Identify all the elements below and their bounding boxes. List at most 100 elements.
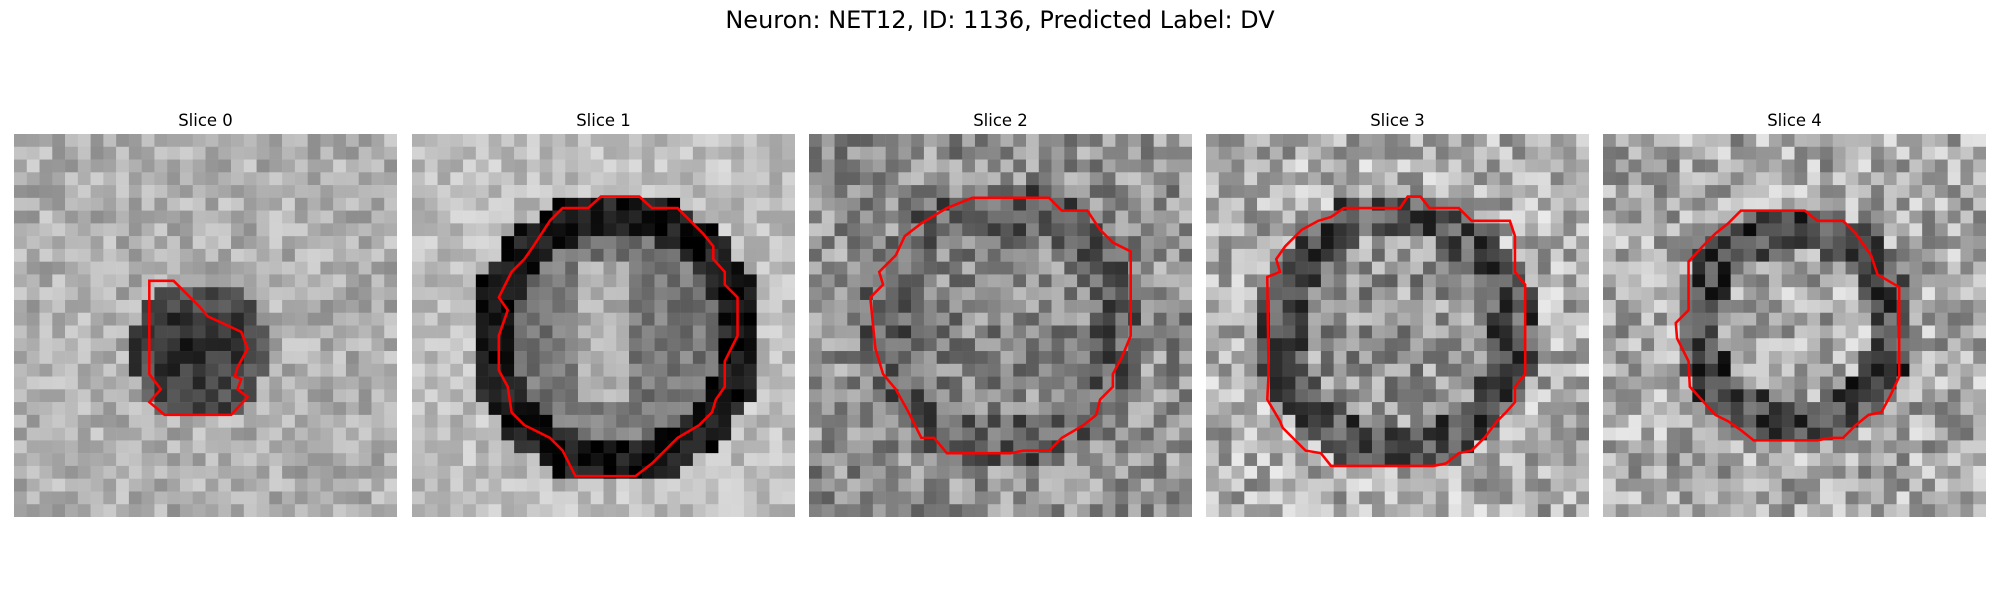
pixel bbox=[1820, 376, 1834, 390]
pixel bbox=[371, 223, 385, 237]
pixel bbox=[1051, 236, 1065, 250]
pixel bbox=[1730, 274, 1744, 288]
pixel bbox=[65, 440, 79, 454]
pixel bbox=[1537, 414, 1551, 428]
pixel bbox=[987, 363, 1001, 377]
pixel bbox=[860, 363, 874, 377]
pixel bbox=[384, 185, 397, 199]
pixel bbox=[1346, 351, 1360, 365]
pixel bbox=[1282, 274, 1296, 288]
pixel bbox=[590, 134, 604, 148]
pixel bbox=[1550, 287, 1564, 301]
pixel bbox=[384, 363, 397, 377]
pixel bbox=[1743, 389, 1757, 403]
pixel bbox=[1563, 223, 1577, 237]
pixel bbox=[743, 440, 757, 454]
pixel bbox=[282, 389, 296, 403]
pixel bbox=[218, 453, 232, 467]
pixel bbox=[987, 223, 1001, 237]
pixel bbox=[128, 299, 142, 313]
pixel bbox=[384, 389, 397, 403]
pixel bbox=[936, 363, 950, 377]
pixel bbox=[1179, 504, 1192, 517]
pixel bbox=[756, 453, 770, 467]
pixel bbox=[1934, 376, 1948, 390]
pixel bbox=[974, 453, 988, 467]
pixel bbox=[1654, 453, 1668, 467]
pixel bbox=[1550, 248, 1564, 262]
pixel bbox=[1026, 402, 1040, 416]
pixel bbox=[1858, 338, 1872, 352]
pixel bbox=[834, 223, 848, 237]
pixel bbox=[782, 210, 795, 224]
pixel bbox=[1717, 159, 1731, 173]
pixel bbox=[26, 504, 40, 517]
pixel bbox=[1768, 376, 1782, 390]
pixel bbox=[1064, 248, 1078, 262]
pixel bbox=[1947, 491, 1961, 505]
pixel bbox=[1512, 134, 1526, 148]
pixel bbox=[603, 478, 617, 492]
pixel bbox=[782, 299, 795, 313]
pixel bbox=[179, 325, 193, 339]
pixel bbox=[1666, 299, 1680, 313]
pixel bbox=[539, 338, 553, 352]
pixel bbox=[923, 491, 937, 505]
pixel bbox=[821, 351, 835, 365]
pixel bbox=[1794, 478, 1808, 492]
pixel bbox=[1550, 325, 1564, 339]
pixel bbox=[1166, 453, 1180, 467]
pixel bbox=[1537, 325, 1551, 339]
pixel bbox=[1641, 389, 1655, 403]
pixel bbox=[1781, 427, 1795, 441]
pixel bbox=[1679, 236, 1693, 250]
pixel bbox=[743, 197, 757, 211]
pixel bbox=[654, 376, 668, 390]
pixel bbox=[1231, 261, 1245, 275]
pixel bbox=[885, 274, 899, 288]
pixel bbox=[1179, 248, 1192, 262]
pixel bbox=[488, 491, 502, 505]
pixel bbox=[514, 402, 528, 416]
pixel bbox=[1960, 427, 1974, 441]
pixel bbox=[1077, 453, 1091, 467]
pixel bbox=[1282, 325, 1296, 339]
pixel bbox=[1768, 440, 1782, 454]
pixel bbox=[1102, 478, 1116, 492]
pixel bbox=[1934, 146, 1948, 160]
pixel bbox=[1346, 287, 1360, 301]
pixel bbox=[294, 376, 308, 390]
pixel bbox=[1435, 478, 1449, 492]
pixel bbox=[77, 134, 91, 148]
pixel bbox=[590, 376, 604, 390]
pixel bbox=[1269, 146, 1283, 160]
pixel bbox=[898, 491, 912, 505]
pixel bbox=[1807, 185, 1821, 199]
pixel bbox=[769, 389, 783, 403]
pixel bbox=[1666, 172, 1680, 186]
pixel bbox=[1603, 504, 1617, 517]
pixel bbox=[294, 453, 308, 467]
pixel bbox=[14, 491, 28, 505]
pixel bbox=[424, 453, 438, 467]
pixel bbox=[65, 236, 79, 250]
pixel bbox=[128, 504, 142, 517]
pixel bbox=[680, 465, 694, 479]
pixel bbox=[577, 504, 591, 517]
pixel bbox=[52, 440, 66, 454]
pixel bbox=[39, 236, 53, 250]
pixel bbox=[488, 248, 502, 262]
pixel bbox=[577, 376, 591, 390]
pixel bbox=[923, 134, 937, 148]
pixel bbox=[26, 491, 40, 505]
pixel bbox=[1179, 299, 1192, 313]
pixel bbox=[128, 312, 142, 326]
pixel bbox=[205, 274, 219, 288]
pixel bbox=[1603, 402, 1617, 416]
pixel bbox=[1179, 376, 1192, 390]
pixel bbox=[1794, 172, 1808, 186]
pixel bbox=[345, 197, 359, 211]
pixel bbox=[629, 134, 643, 148]
pixel bbox=[1013, 146, 1027, 160]
pixel bbox=[809, 453, 823, 467]
